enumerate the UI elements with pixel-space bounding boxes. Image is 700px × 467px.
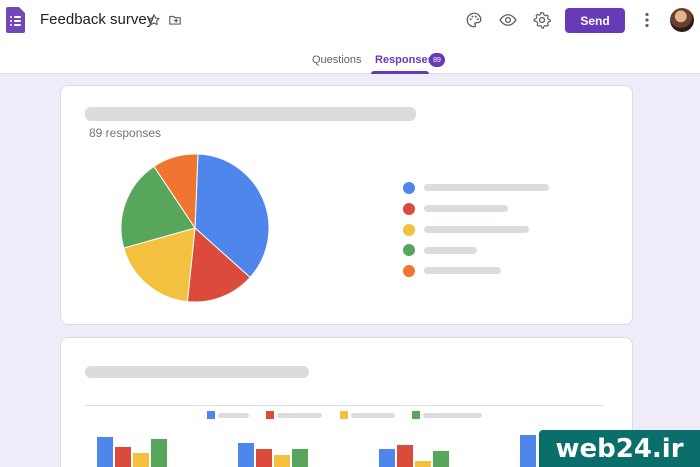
question-title-placeholder <box>85 366 309 378</box>
preview-eye-icon[interactable] <box>496 8 520 32</box>
responses-count-text: 89 responses <box>89 126 162 140</box>
legend-dot-green <box>403 244 415 256</box>
chart-gridline <box>85 405 604 406</box>
legend-dot-red <box>403 203 415 215</box>
bar-g1-s0 <box>238 443 254 467</box>
forms-logo-icon[interactable] <box>6 7 25 33</box>
bar-g0-s0 <box>97 437 113 467</box>
bar-g3-s0 <box>520 435 536 467</box>
question-title-placeholder <box>85 107 416 121</box>
series-legend-red <box>266 411 274 419</box>
bar-g0-s3 <box>151 439 167 467</box>
pie-slice-4 <box>153 153 199 230</box>
bar-g1-s2 <box>274 455 290 467</box>
palette-icon[interactable] <box>462 8 486 32</box>
legend-label-placeholder <box>424 184 549 191</box>
pie-slice-2 <box>123 227 196 303</box>
bar-g2-s3 <box>433 451 449 467</box>
series-legend-blue <box>207 411 215 419</box>
legend-label-placeholder <box>424 247 477 254</box>
more-vert-icon[interactable] <box>635 8 659 32</box>
legend-label-placeholder <box>424 205 508 212</box>
legend-dot-orange <box>403 265 415 277</box>
responses-count-badge: 89 <box>429 53 445 67</box>
bar-g0-s1 <box>115 447 131 467</box>
series-legend-green <box>412 411 420 419</box>
send-button[interactable]: Send <box>565 8 625 33</box>
bar-g2-s1 <box>397 445 413 467</box>
top-bar: Feedback survey Send Questions Responses… <box>0 0 700 74</box>
star-icon[interactable] <box>142 8 166 32</box>
series-legend-label <box>218 413 249 418</box>
form-title[interactable]: Feedback survey <box>40 11 155 28</box>
series-legend-label <box>277 413 322 418</box>
bar-g1-s1 <box>256 449 272 467</box>
legend-dot-blue <box>403 182 415 194</box>
active-tab-indicator <box>371 71 429 74</box>
legend-label-placeholder <box>424 267 501 274</box>
legend-label-placeholder <box>424 226 529 233</box>
tab-responses[interactable]: Responses <box>375 54 434 66</box>
pie-slice-1 <box>186 226 251 303</box>
tab-questions[interactable]: Questions <box>312 54 362 66</box>
bar-g1-s3 <box>292 449 308 467</box>
bar-g2-s2 <box>415 461 431 467</box>
watermark-logo: web24.ir <box>539 430 700 467</box>
move-to-folder-icon[interactable] <box>163 8 187 32</box>
bar-g2-s0 <box>379 449 395 467</box>
series-legend-label <box>351 413 395 418</box>
legend-dot-yellow <box>403 224 415 236</box>
pie-slice-3 <box>120 165 196 249</box>
settings-gear-icon[interactable] <box>530 8 554 32</box>
series-legend-yellow <box>340 411 348 419</box>
avatar[interactable] <box>670 8 694 32</box>
series-legend-label <box>423 413 482 418</box>
bar-g0-s2 <box>133 453 149 467</box>
pie-slice-0 <box>194 153 270 279</box>
